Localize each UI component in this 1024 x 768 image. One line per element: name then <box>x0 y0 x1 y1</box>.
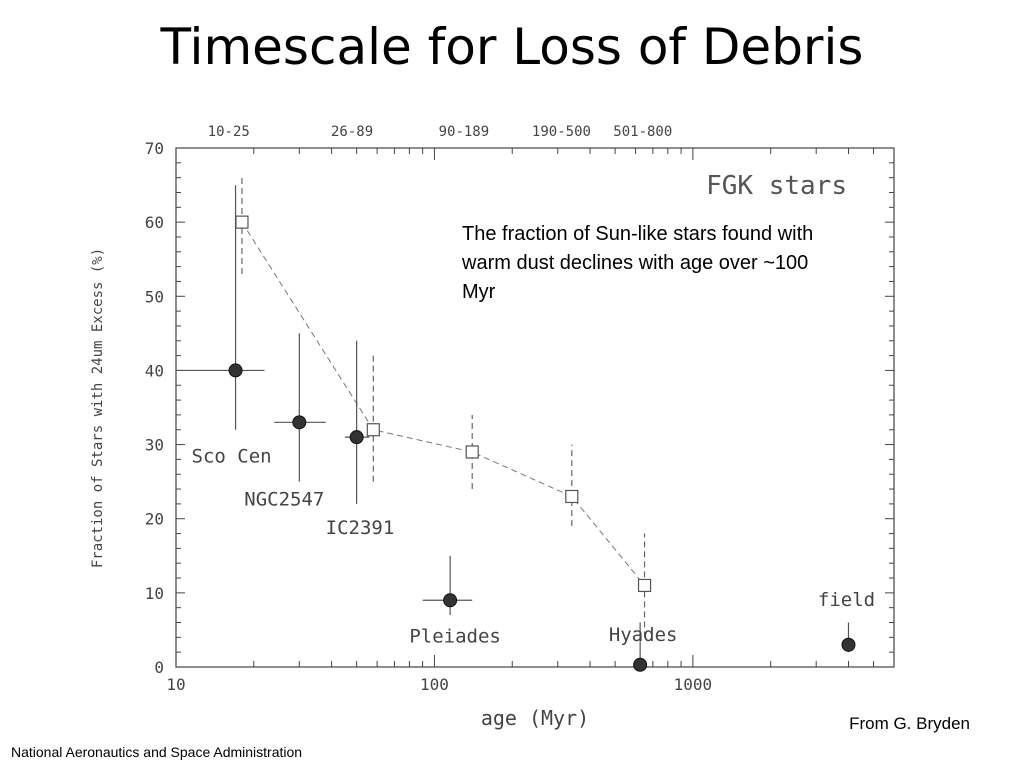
x-tick-label: 1000 <box>674 675 713 694</box>
cluster-point <box>633 657 648 672</box>
x-tick-label: 10 <box>166 675 185 694</box>
x-axis-label: age (Myr) <box>481 706 589 730</box>
y-tick-label: 70 <box>145 139 164 158</box>
cluster-label: NGC2547 <box>244 488 324 510</box>
binned-point <box>637 578 652 593</box>
slide-title: Timescale for Loss of Debris <box>160 18 864 76</box>
y-tick-label: 40 <box>145 361 164 380</box>
axis-labels: FGK stars age (Myr) Fraction of Stars wi… <box>90 171 847 730</box>
binned-point <box>465 445 479 459</box>
top-bin-label: 190-500 <box>532 124 591 140</box>
cluster-point <box>228 363 243 378</box>
x-tick-label: 100 <box>420 675 449 694</box>
binned-trend-line <box>241 221 645 586</box>
y-tick-label: 10 <box>145 584 164 603</box>
y-tick-label: 0 <box>154 658 164 677</box>
top-bin-label: 90-189 <box>439 124 490 140</box>
top-bin-label: 26-89 <box>331 124 373 140</box>
cluster-label: Pleiades <box>409 625 501 647</box>
binned-point <box>565 489 579 504</box>
y-tick-label: 50 <box>145 287 164 306</box>
cluster-label: IC2391 <box>326 517 395 539</box>
top-bin-label: 10-25 <box>208 124 250 140</box>
cluster-point <box>841 637 856 652</box>
top-bin-label: 501-800 <box>613 124 672 140</box>
binned-series <box>235 177 652 638</box>
cluster-label: Hyades <box>609 624 678 646</box>
cluster-point <box>443 593 458 608</box>
credit-text: From G. Bryden <box>849 714 970 733</box>
binned-point <box>235 215 249 229</box>
plot-frame <box>175 147 895 668</box>
cluster-label: field <box>818 589 875 611</box>
y-tick-label: 30 <box>145 436 164 455</box>
y-tick-label: 60 <box>145 213 164 232</box>
cluster-label: Sco Cen <box>192 445 272 467</box>
chart-title: FGK stars <box>706 171 847 201</box>
y-tick-label: 20 <box>145 510 164 529</box>
footer-text: National Aeronautics and Space Administr… <box>11 744 303 760</box>
y-axis-label: Fraction of Stars with 24um Excess (%) <box>90 248 106 568</box>
binned-point <box>366 423 380 437</box>
cluster-point <box>349 430 364 445</box>
cluster-point <box>292 415 307 430</box>
slide-caption: The fraction of Sun-like stars found wit… <box>462 223 814 303</box>
